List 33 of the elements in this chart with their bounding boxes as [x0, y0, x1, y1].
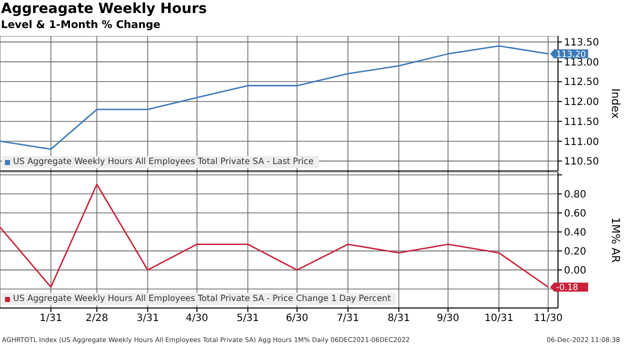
x-tick-label: 4/30 — [186, 313, 208, 324]
y-tick-label: 0.40 — [564, 227, 586, 238]
chart-title: Aggreagate Weekly Hours — [1, 1, 207, 18]
x-tick-label: 8/31 — [388, 313, 410, 324]
data-label: -0.18 — [556, 283, 578, 294]
y-tick-label: 113.00 — [564, 57, 599, 68]
x-tick-label: 11/30 — [534, 313, 563, 324]
y-tick-label: 111.00 — [564, 136, 599, 148]
y-tick-label: 110.50 — [564, 156, 599, 168]
y-axis-title: 1M% AR — [608, 217, 622, 264]
y-tick-label: 0.60 — [564, 208, 586, 220]
line-series — [0, 184, 549, 288]
x-tick-label: 3/31 — [136, 313, 159, 324]
y-tick-label: 0.00 — [564, 266, 586, 277]
legend-label: US Aggregate Weekly Hours All Employees Total Private SA - Last Price — [13, 157, 314, 167]
x-tick-label: 10/31 — [484, 313, 514, 324]
x-tick-label: 6/30 — [286, 313, 308, 324]
legend-label: US Aggregate Weekly Hours All Employees Total Private SA - Price Change 1 Day Percent — [13, 294, 391, 304]
x-tick-label: 5/31 — [236, 313, 260, 324]
y-tick-label: 111.50 — [564, 116, 599, 128]
line-series — [0, 45, 549, 150]
chart-subtitle: Level & 1-Month % Change — [1, 19, 160, 32]
data-label: 113.20 — [556, 50, 586, 60]
x-tick-label: 7/31 — [336, 313, 360, 324]
x-tick-label: 9/30 — [436, 313, 460, 324]
y-tick-label: 0.20 — [564, 246, 586, 258]
y-axis-title: Index — [608, 88, 622, 120]
y-tick-label: 0.80 — [564, 189, 586, 200]
x-tick-label: 1/31 — [40, 313, 62, 324]
y-tick-label: 112.00 — [564, 97, 599, 108]
y-tick-label: 112.50 — [564, 77, 599, 88]
y-tick-label: 113.50 — [564, 38, 599, 49]
x-tick-label: 2/28 — [86, 313, 108, 324]
